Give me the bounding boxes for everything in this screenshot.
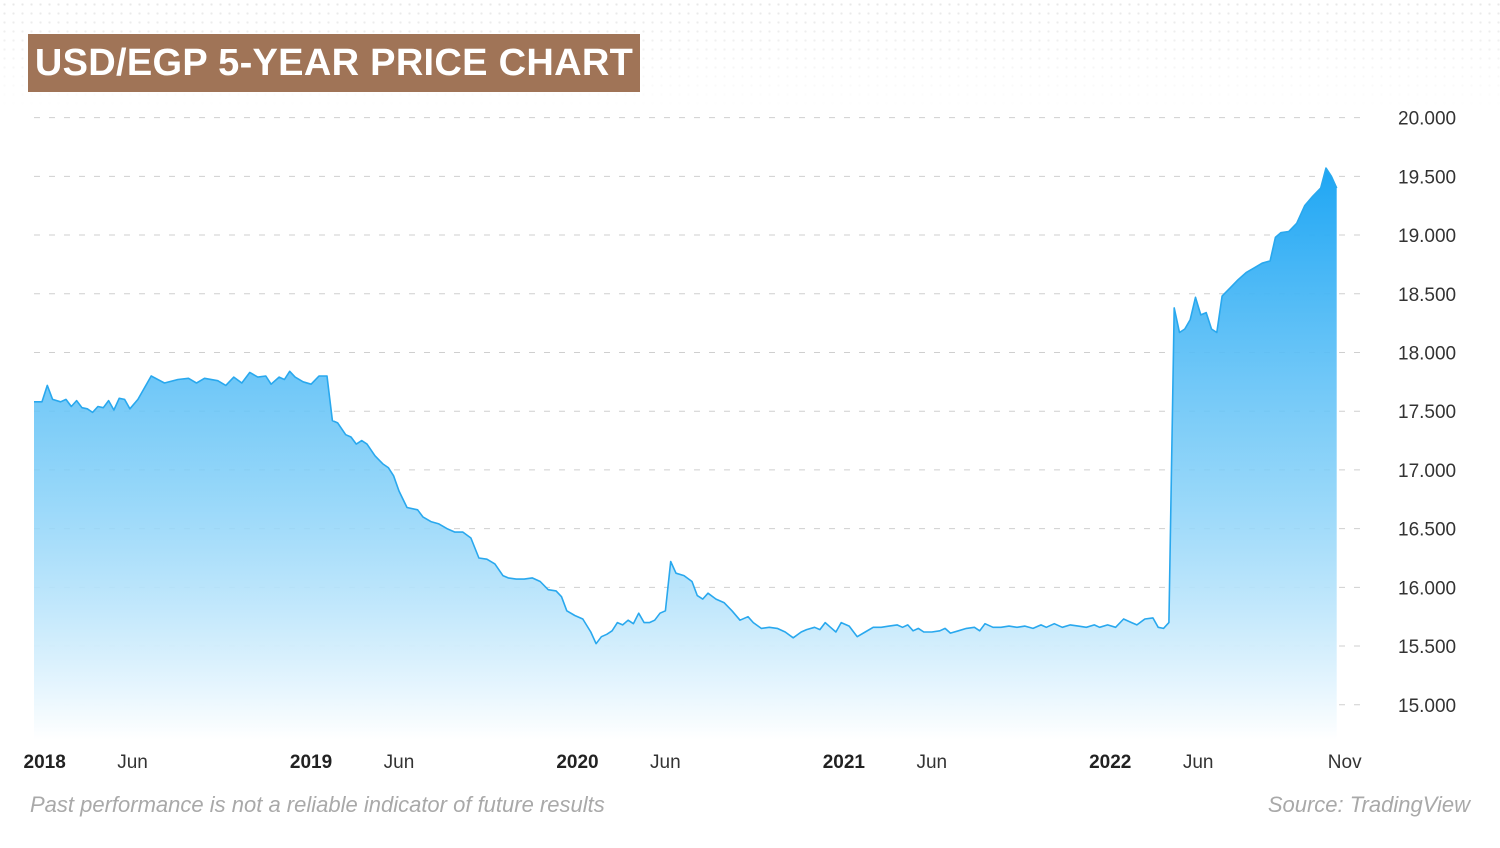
x-tick-label: 2022 — [1089, 752, 1131, 773]
y-tick-label: 20.000 — [1398, 109, 1456, 130]
y-tick-label: 16.500 — [1398, 520, 1456, 541]
y-tick-label: 15.500 — [1398, 637, 1456, 658]
x-tick-label: 2018 — [24, 752, 66, 773]
x-tick-label: Jun — [916, 752, 947, 773]
y-tick-label: 17.000 — [1398, 461, 1456, 482]
y-tick-label: 17.500 — [1398, 402, 1456, 423]
price-line — [34, 167, 1338, 645]
x-tick-label: Nov — [1328, 752, 1362, 773]
y-tick-label: 18.000 — [1398, 343, 1456, 364]
x-tick-label: Jun — [384, 752, 415, 773]
y-tick-label: 18.500 — [1398, 285, 1456, 306]
x-axis-ticks: 2018 Jun 2019 Jun 2020 Jun 2021 Jun 2022 Jun Nov — [24, 752, 1363, 773]
x-tick-label: Jun — [1183, 752, 1214, 773]
x-tick-label: Jun — [650, 752, 681, 773]
source-text: Source: TradingView — [1267, 792, 1470, 817]
disclaimer-text: Past performance is not a reliable indic… — [30, 792, 605, 817]
chart-title: USD/EGP 5-YEAR PRICE CHART — [28, 34, 640, 92]
y-tick-label: 15.000 — [1398, 696, 1456, 717]
y-tick-label: 16.000 — [1398, 578, 1456, 599]
x-tick-label: 2020 — [556, 752, 598, 773]
y-axis-ticks: 15.000 15.500 16.000 16.500 17.000 17.500 18.0… — [1398, 109, 1456, 717]
x-tick-label: 2021 — [823, 752, 866, 773]
y-tick-label: 19.000 — [1398, 226, 1456, 247]
price-area-fill — [34, 168, 1337, 741]
x-tick-label: Jun — [117, 752, 148, 773]
y-tick-label: 19.500 — [1398, 167, 1456, 188]
x-tick-label: 2019 — [290, 752, 332, 773]
